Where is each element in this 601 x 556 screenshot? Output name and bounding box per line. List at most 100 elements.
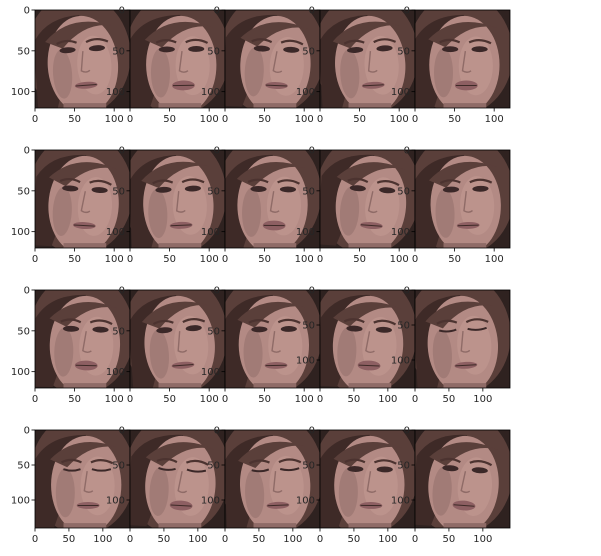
- x-tick-label: 0: [32, 114, 38, 125]
- y-tick-label: 100: [106, 87, 125, 98]
- y-tick-label: 100: [201, 87, 220, 98]
- x-tick-label: 100: [295, 114, 314, 125]
- x-tick-label: 100: [390, 254, 409, 265]
- x-tick-label: 50: [158, 534, 171, 545]
- x-tick-label: 50: [68, 114, 81, 125]
- y-tick-label: 50: [302, 461, 315, 472]
- y-tick-label: 100: [11, 87, 30, 98]
- face-image: [225, 430, 320, 528]
- face-image: [35, 290, 130, 388]
- y-tick-label: 0: [309, 426, 315, 437]
- x-tick-label: 100: [473, 534, 492, 545]
- x-tick-label: 50: [448, 254, 461, 265]
- y-tick-label: 50: [397, 46, 410, 57]
- x-tick-label: 50: [163, 114, 176, 125]
- y-tick-label: 100: [391, 227, 410, 238]
- y-tick-label: 100: [11, 227, 30, 238]
- x-tick-label: 100: [485, 114, 504, 125]
- x-tick-label: 0: [127, 254, 133, 265]
- y-tick-label: 0: [119, 146, 125, 157]
- y-tick-label: 0: [24, 146, 30, 157]
- y-tick-label: 50: [302, 186, 315, 197]
- x-tick-label: 100: [473, 394, 492, 405]
- axes-frame: [414, 289, 511, 389]
- y-tick-label: 50: [17, 46, 30, 57]
- x-tick-label: 100: [188, 534, 207, 545]
- y-tick-label: 0: [309, 146, 315, 157]
- x-tick-label: 100: [105, 254, 124, 265]
- x-tick-label: 50: [448, 114, 461, 125]
- y-tick-label: 0: [119, 286, 125, 297]
- x-tick-label: 0: [412, 534, 418, 545]
- x-tick-label: 100: [295, 254, 314, 265]
- face-image: [130, 290, 225, 388]
- x-tick-label: 50: [348, 534, 361, 545]
- x-tick-label: 100: [93, 534, 112, 545]
- y-tick-label: 100: [106, 367, 125, 378]
- face-image: [320, 430, 415, 528]
- y-tick-label: 0: [24, 286, 30, 297]
- y-tick-label: 0: [119, 426, 125, 437]
- x-tick-label: 0: [317, 114, 323, 125]
- y-tick-label: 100: [106, 227, 125, 238]
- face-image: [225, 150, 320, 248]
- y-tick-label: 0: [214, 6, 220, 17]
- y-tick-label: 0: [214, 426, 220, 437]
- y-tick-label: 50: [302, 321, 315, 332]
- x-tick-label: 50: [258, 394, 271, 405]
- y-tick-label: 50: [207, 326, 220, 337]
- axes-frame: [414, 149, 511, 249]
- x-tick-label: 50: [353, 254, 366, 265]
- x-tick-label: 0: [127, 114, 133, 125]
- y-tick-label: 100: [296, 87, 315, 98]
- y-tick-label: 0: [404, 6, 410, 17]
- y-tick-label: 100: [391, 87, 410, 98]
- x-tick-label: 0: [317, 254, 323, 265]
- y-tick-label: 100: [391, 356, 410, 367]
- y-tick-label: 0: [309, 286, 315, 297]
- y-tick-label: 50: [397, 321, 410, 332]
- face-image: [35, 150, 130, 248]
- x-tick-label: 100: [200, 114, 219, 125]
- y-tick-label: 0: [404, 146, 410, 157]
- image-panel: 0 50 100 0 50 100: [106, 6, 226, 125]
- axes-frame: [414, 9, 511, 109]
- face-image: [415, 430, 510, 528]
- y-tick-label: 0: [24, 426, 30, 437]
- y-tick-label: 100: [11, 496, 30, 507]
- x-tick-label: 50: [163, 254, 176, 265]
- face-image: [35, 430, 130, 528]
- face-image: [320, 10, 415, 108]
- y-tick-label: 100: [106, 496, 125, 507]
- face-image: [225, 10, 320, 108]
- face-image: [415, 10, 510, 108]
- y-tick-label: 100: [201, 227, 220, 238]
- y-tick-label: 100: [201, 496, 220, 507]
- y-tick-label: 0: [24, 6, 30, 17]
- x-tick-label: 50: [258, 254, 271, 265]
- y-tick-label: 50: [397, 461, 410, 472]
- y-tick-label: 50: [112, 326, 125, 337]
- x-tick-label: 100: [295, 394, 314, 405]
- x-tick-label: 50: [348, 394, 361, 405]
- axes-frame: [414, 429, 511, 529]
- y-tick-label: 100: [391, 496, 410, 507]
- y-tick-label: 50: [112, 46, 125, 57]
- face-image: [130, 430, 225, 528]
- y-tick-label: 50: [112, 461, 125, 472]
- face-image: [130, 150, 225, 248]
- face-image: [130, 10, 225, 108]
- x-tick-label: 50: [163, 394, 176, 405]
